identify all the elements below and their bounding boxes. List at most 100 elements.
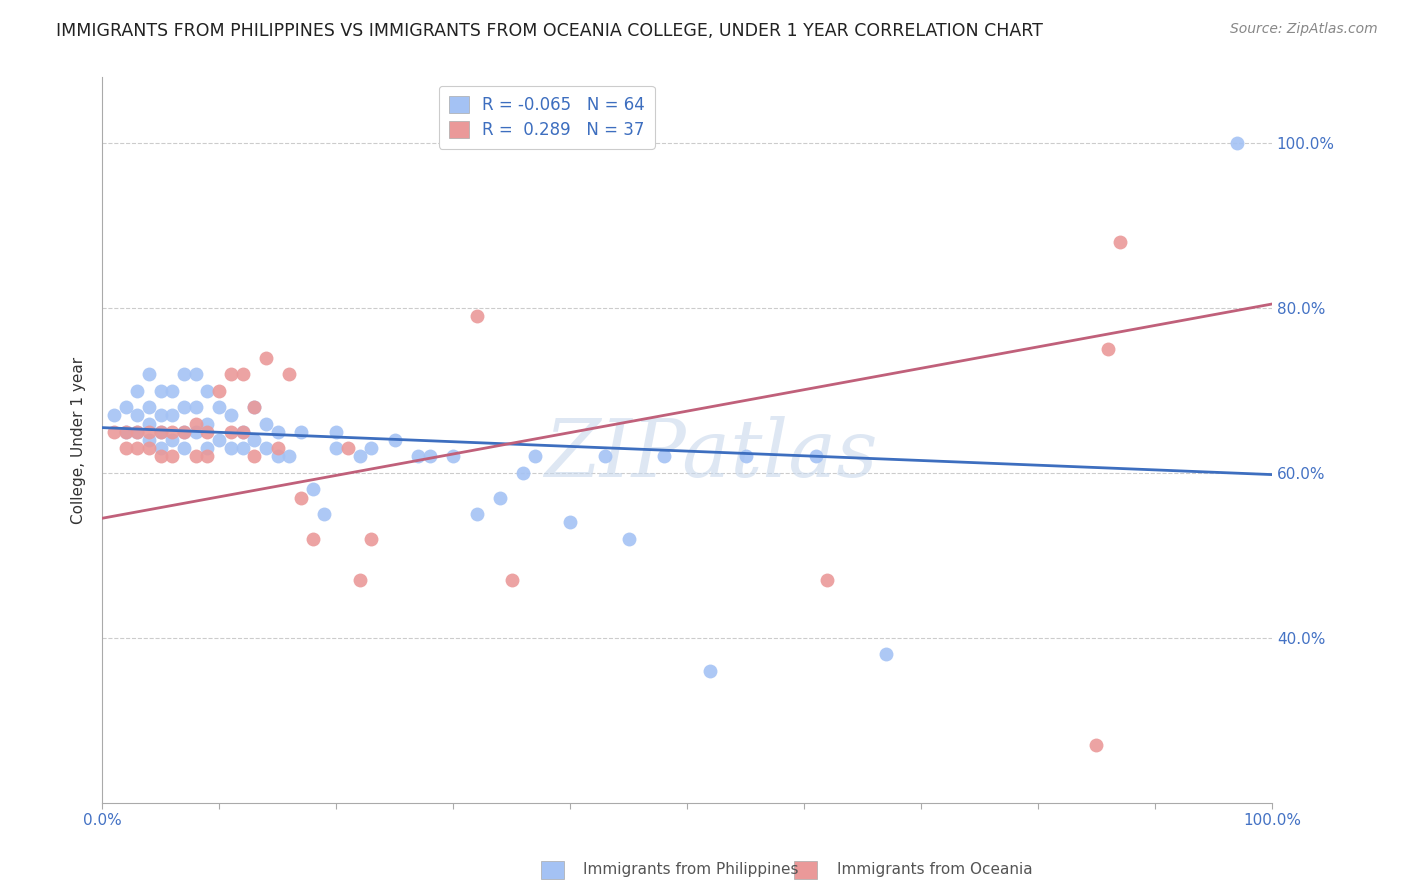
Point bbox=[512, 466, 534, 480]
Point bbox=[197, 441, 219, 455]
Point bbox=[127, 409, 149, 423]
Text: Source: ZipAtlas.com: Source: ZipAtlas.com bbox=[1230, 22, 1378, 37]
Point bbox=[114, 425, 136, 439]
Point bbox=[384, 433, 406, 447]
Point bbox=[558, 516, 581, 530]
Point bbox=[138, 367, 160, 381]
Point bbox=[127, 425, 149, 439]
Point bbox=[336, 441, 359, 455]
Point bbox=[1226, 136, 1249, 151]
Point bbox=[149, 425, 172, 439]
Point bbox=[465, 310, 488, 324]
Point bbox=[184, 400, 207, 414]
Point bbox=[406, 450, 429, 464]
Point bbox=[232, 425, 254, 439]
Point bbox=[114, 441, 136, 455]
Point bbox=[266, 441, 288, 455]
Point bbox=[149, 384, 172, 398]
Point bbox=[232, 367, 254, 381]
Point bbox=[138, 417, 160, 431]
Point bbox=[501, 573, 523, 587]
Point bbox=[243, 450, 266, 464]
Point bbox=[184, 425, 207, 439]
Point bbox=[114, 400, 136, 414]
Point bbox=[489, 491, 512, 505]
Point bbox=[278, 450, 301, 464]
Point bbox=[875, 647, 897, 661]
Point bbox=[173, 367, 195, 381]
Point bbox=[162, 384, 184, 398]
Text: IMMIGRANTS FROM PHILIPPINES VS IMMIGRANTS FROM OCEANIA COLLEGE, UNDER 1 YEAR COR: IMMIGRANTS FROM PHILIPPINES VS IMMIGRANT… bbox=[56, 22, 1043, 40]
Point bbox=[138, 425, 160, 439]
Point bbox=[243, 400, 266, 414]
Point bbox=[173, 425, 195, 439]
Y-axis label: College, Under 1 year: College, Under 1 year bbox=[72, 357, 86, 524]
Point bbox=[149, 425, 172, 439]
Point bbox=[219, 367, 242, 381]
Point bbox=[360, 441, 382, 455]
Point bbox=[524, 450, 547, 464]
Point bbox=[1108, 235, 1130, 250]
Point bbox=[138, 400, 160, 414]
Point bbox=[208, 384, 231, 398]
Point bbox=[617, 532, 640, 546]
Point bbox=[314, 507, 336, 521]
Point bbox=[815, 573, 838, 587]
Point bbox=[162, 433, 184, 447]
Point bbox=[162, 450, 184, 464]
Point bbox=[593, 450, 616, 464]
Point bbox=[149, 450, 172, 464]
Point bbox=[208, 400, 231, 414]
Point bbox=[127, 384, 149, 398]
Point bbox=[114, 425, 136, 439]
Point bbox=[162, 425, 184, 439]
Point bbox=[197, 417, 219, 431]
Point bbox=[360, 532, 382, 546]
Point bbox=[301, 532, 323, 546]
Point bbox=[197, 450, 219, 464]
Point bbox=[465, 507, 488, 521]
Point bbox=[254, 441, 277, 455]
Point bbox=[138, 441, 160, 455]
Point bbox=[173, 425, 195, 439]
Point bbox=[325, 441, 347, 455]
Point bbox=[266, 425, 288, 439]
Point bbox=[1085, 738, 1108, 752]
Point bbox=[149, 441, 172, 455]
Point bbox=[232, 425, 254, 439]
Point bbox=[173, 400, 195, 414]
Point bbox=[804, 450, 827, 464]
Point bbox=[441, 450, 464, 464]
Point bbox=[290, 491, 312, 505]
Point bbox=[1097, 343, 1119, 357]
Point bbox=[243, 433, 266, 447]
Point bbox=[699, 664, 721, 678]
Point bbox=[349, 450, 371, 464]
Point bbox=[232, 441, 254, 455]
Point bbox=[254, 417, 277, 431]
Legend: R = -0.065   N = 64, R =  0.289   N = 37: R = -0.065 N = 64, R = 0.289 N = 37 bbox=[439, 86, 655, 149]
Text: ZIPatlas: ZIPatlas bbox=[544, 416, 877, 493]
Point bbox=[127, 441, 149, 455]
Point bbox=[301, 483, 323, 497]
Point bbox=[184, 450, 207, 464]
Point bbox=[419, 450, 441, 464]
Point bbox=[184, 417, 207, 431]
Text: Immigrants from Philippines: Immigrants from Philippines bbox=[583, 863, 799, 877]
Text: Immigrants from Oceania: Immigrants from Oceania bbox=[837, 863, 1032, 877]
Point bbox=[219, 441, 242, 455]
Point bbox=[349, 573, 371, 587]
Point bbox=[184, 367, 207, 381]
Point bbox=[208, 433, 231, 447]
Point bbox=[325, 425, 347, 439]
Point bbox=[243, 400, 266, 414]
Point bbox=[197, 425, 219, 439]
Point bbox=[219, 425, 242, 439]
Point bbox=[162, 409, 184, 423]
Point bbox=[734, 450, 756, 464]
Point bbox=[149, 409, 172, 423]
Point bbox=[138, 433, 160, 447]
Point bbox=[127, 425, 149, 439]
Point bbox=[278, 367, 301, 381]
Point bbox=[103, 425, 125, 439]
